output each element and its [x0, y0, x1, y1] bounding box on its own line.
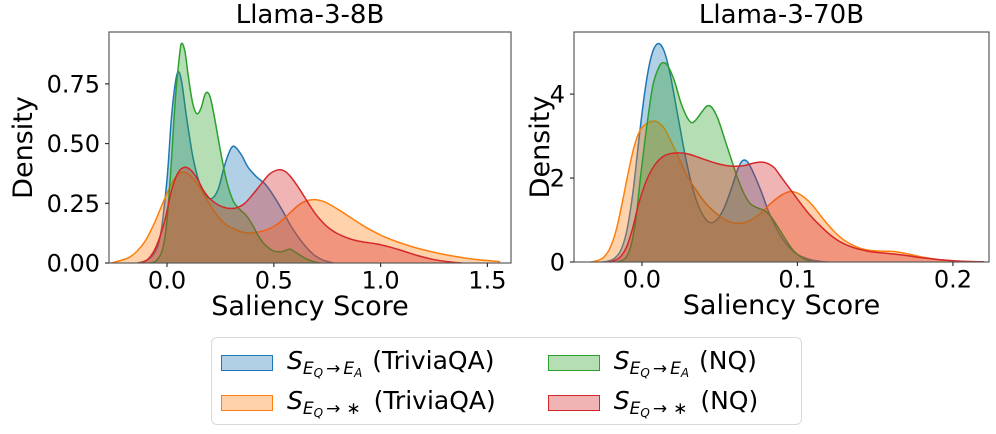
x-axis-label: Saliency Score	[683, 290, 880, 321]
legend-item-triviaqa-seq-star: SEQ → ∗ (TriviaQA)	[221, 383, 496, 423]
axes-spines	[108, 31, 512, 264]
x-axis-label: Saliency Score	[211, 291, 408, 322]
x-tick-label: 0.5	[255, 267, 293, 295]
y-tick-label: 0.75	[47, 70, 100, 98]
x-tick-label: 0.0	[148, 267, 186, 295]
x-tick-label: 0.1	[778, 266, 816, 294]
axes-spines	[573, 31, 990, 263]
y-tick-label: 0	[550, 249, 565, 277]
kde-curve-nq-seq-star	[138, 166, 462, 263]
kde-fill-nq-seq-star	[139, 167, 462, 263]
x-tick-label: 1.0	[362, 267, 400, 295]
kde-curve-triviaqa-seq-ea	[601, 42, 829, 262]
panel-llama-3-70b: 0.0 0.1 0.2 0 2 4 Llama-3-70B Saliency Score Den…	[525, 0, 990, 321]
kde-curve-nq-seq-ea	[616, 61, 814, 262]
kde-fill-triviaqa-seq-star	[111, 172, 501, 263]
legend-label-triviaqa-seq-ea: SEQ → EA (TriviaQA)	[287, 345, 495, 380]
kde-fill-triviaqa-seq-ea	[601, 43, 829, 262]
panel-llama-3-8b: 0.0 0.5 1.0 1.5 0.00 0.25 0.50 0.75 Llama-3-8B Sa…	[8, 0, 512, 322]
y-tick-label: 4	[550, 81, 565, 109]
legend-label-nq-seq-star: SEQ → ∗ (NQ)	[613, 385, 759, 420]
legend-patch-triviaqa-seq-star	[221, 395, 273, 411]
legend-label-nq-seq-ea: SEQ → EA (NQ)	[613, 345, 757, 380]
legend-box: SEQ → EA (TriviaQA) SEQ → ∗ (TriviaQA) SEQ → EA (NQ…	[211, 337, 802, 425]
y-tick-label: 2	[550, 165, 565, 193]
kde-curve-nq-seq-star	[607, 152, 985, 262]
kde-fill-triviaqa-seq-star	[590, 121, 984, 262]
y-tick-label: 0.50	[47, 130, 100, 158]
x-tick-label: 1.5	[468, 267, 506, 295]
legend-item-nq-seq-star: SEQ → ∗ (NQ)	[547, 383, 759, 423]
legend-patch-triviaqa-seq-ea	[221, 355, 273, 371]
plot-title: Llama-3-8B	[236, 0, 385, 30]
y-tick-label: 0.00	[47, 250, 100, 278]
kde-curve-nq-seq-ea	[149, 42, 321, 263]
kde-fill-nq-seq-star	[607, 152, 984, 262]
plot-title: Llama-3-70B	[699, 0, 864, 30]
y-axis-label: Density	[8, 96, 39, 199]
legend-item-nq-seq-ea: SEQ → EA (NQ)	[547, 343, 758, 383]
y-axis-label: Density	[525, 96, 556, 199]
x-tick-label: 0.2	[934, 266, 972, 294]
legend-patch-nq-seq-star	[547, 395, 600, 411]
y-tick-label: 0.25	[47, 190, 100, 218]
kde-curve-triviaqa-seq-star	[111, 171, 501, 263]
legend-patch-nq-seq-ea	[547, 355, 600, 371]
kde-curve-triviaqa-seq-star	[590, 120, 985, 262]
kde-fill-nq-seq-ea	[149, 43, 321, 263]
kde-curve-triviaqa-seq-ea	[136, 71, 334, 263]
density-plots-svg: 0.0 0.5 1.0 1.50.000.250.500.75Llama-3-8BSa…	[8, 0, 990, 322]
legend-item-triviaqa-seq-ea: SEQ → EA (TriviaQA)	[221, 343, 496, 383]
legend-label-triviaqa-seq-star: SEQ → ∗ (TriviaQA)	[287, 385, 496, 420]
x-tick-label: 0.0	[623, 266, 661, 294]
